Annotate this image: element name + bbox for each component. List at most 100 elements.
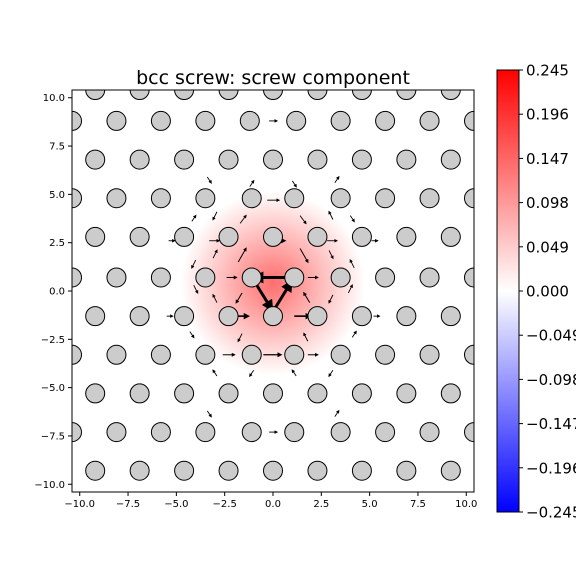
colorbar-bar <box>496 69 520 513</box>
displacement-arrow <box>349 215 355 223</box>
displacement-arrow <box>351 330 357 338</box>
x-tick-label: 2.5 <box>313 499 329 510</box>
x-axis: −10.0 −7.5 −5.0 −2.5 0.0 2.5 5.0 7.5 10.0 <box>64 492 477 510</box>
atom-marker <box>286 110 307 131</box>
atom-marker <box>375 422 396 443</box>
displacement-arrow <box>212 293 218 303</box>
x-tick-label: 5.0 <box>362 499 378 510</box>
atom-marker <box>106 267 127 288</box>
atom-marker <box>351 226 372 247</box>
displacement-arrow <box>303 291 311 303</box>
atom-marker <box>440 460 461 481</box>
colorbar-tick-label: −0.196 <box>526 459 576 477</box>
displacement-arrow <box>237 247 247 263</box>
atom-marker <box>85 383 106 404</box>
displacement-arrow <box>291 180 297 188</box>
x-tick-label: −10.0 <box>64 499 95 510</box>
atom-layer <box>72 90 474 481</box>
atom-marker <box>464 344 474 365</box>
atom-marker <box>85 226 106 247</box>
atom-marker <box>106 110 127 131</box>
atom-marker <box>375 267 396 288</box>
atom-marker <box>129 226 150 247</box>
atom-marker <box>396 306 417 327</box>
atom-marker <box>375 110 396 131</box>
atom-marker <box>396 460 417 481</box>
atom-marker <box>195 188 216 209</box>
displacement-arrow <box>273 279 293 310</box>
atom-marker <box>150 267 171 288</box>
atom-marker <box>351 149 372 170</box>
atom-marker <box>396 383 417 404</box>
colorbar-tick-label: 0.196 <box>526 106 569 124</box>
atom-marker <box>241 267 262 288</box>
atom-marker <box>440 383 461 404</box>
atom-marker <box>195 267 216 288</box>
x-tick-label: −5.0 <box>164 499 188 510</box>
displacement-arrow <box>212 369 218 377</box>
atom-marker <box>174 383 195 404</box>
atom-marker <box>218 149 239 170</box>
x-tick-label: 10.0 <box>455 499 477 510</box>
atom-marker <box>307 383 328 404</box>
atom-marker <box>396 90 417 100</box>
atom-marker <box>307 226 328 247</box>
atom-marker <box>375 344 396 365</box>
atom-marker <box>307 90 328 100</box>
displacement-arrow <box>328 250 334 260</box>
displacement-arrow <box>328 369 334 378</box>
atom-marker <box>129 149 150 170</box>
atom-marker <box>307 460 328 481</box>
atom-marker <box>419 344 440 365</box>
atom-marker <box>106 188 127 209</box>
atom-marker <box>263 306 283 327</box>
atom-marker <box>263 383 283 404</box>
y-axis: 10.0 7.5 5.0 2.5 0.0 −2.5 −5.0 −7.5 −10.0 <box>34 93 72 491</box>
atom-marker <box>129 306 150 327</box>
colorbar-tick-label: −0.049 <box>526 327 576 345</box>
displacement-arrow <box>254 282 274 312</box>
displacement-arrow <box>191 259 197 269</box>
atom-marker <box>330 344 351 365</box>
atom-marker <box>239 110 260 131</box>
colorbar: 0.245 0.196 0.147 0.098 0.049 0.000 −0.049 −0.0… <box>496 62 576 522</box>
atom-marker <box>218 306 239 327</box>
atom-marker <box>464 267 474 288</box>
atom-marker <box>307 306 328 327</box>
atom-marker <box>174 149 195 170</box>
atom-marker <box>330 267 351 288</box>
displacement-arrow <box>334 409 340 417</box>
atom-marker <box>284 188 305 209</box>
atom-marker <box>129 383 150 404</box>
atom-marker <box>440 226 461 247</box>
colorbar-tick-label: −0.245 <box>526 504 576 522</box>
colorbar-tick-label: −0.147 <box>526 415 576 433</box>
colorbar-tick-label: −0.098 <box>526 371 576 389</box>
y-tick-label: 5.0 <box>49 190 65 201</box>
atom-marker <box>150 422 171 443</box>
displacement-arrow <box>237 333 243 343</box>
displacement-arrow <box>349 258 355 269</box>
atom-marker <box>263 460 283 481</box>
atom-marker <box>72 110 82 131</box>
colorbar-tick-label: 0.245 <box>526 62 569 80</box>
displacement-arrow <box>328 210 334 220</box>
atom-marker <box>72 188 82 209</box>
displacement-arrow <box>334 175 340 184</box>
atom-marker <box>440 90 461 100</box>
displacement-arrow <box>212 249 218 259</box>
atom-marker <box>129 460 150 481</box>
y-tick-label: 7.5 <box>49 142 65 153</box>
x-tick-label: 0.0 <box>265 499 281 510</box>
displacement-arrow <box>235 292 243 304</box>
atom-marker <box>419 188 440 209</box>
atom-marker <box>106 344 127 365</box>
displacement-arrow <box>191 214 197 222</box>
atom-marker <box>351 90 372 100</box>
atom-marker <box>218 460 239 481</box>
y-tick-label: 2.5 <box>49 238 65 249</box>
y-tick-label: −5.0 <box>41 383 65 394</box>
atom-marker <box>195 344 216 365</box>
atom-marker <box>85 460 106 481</box>
